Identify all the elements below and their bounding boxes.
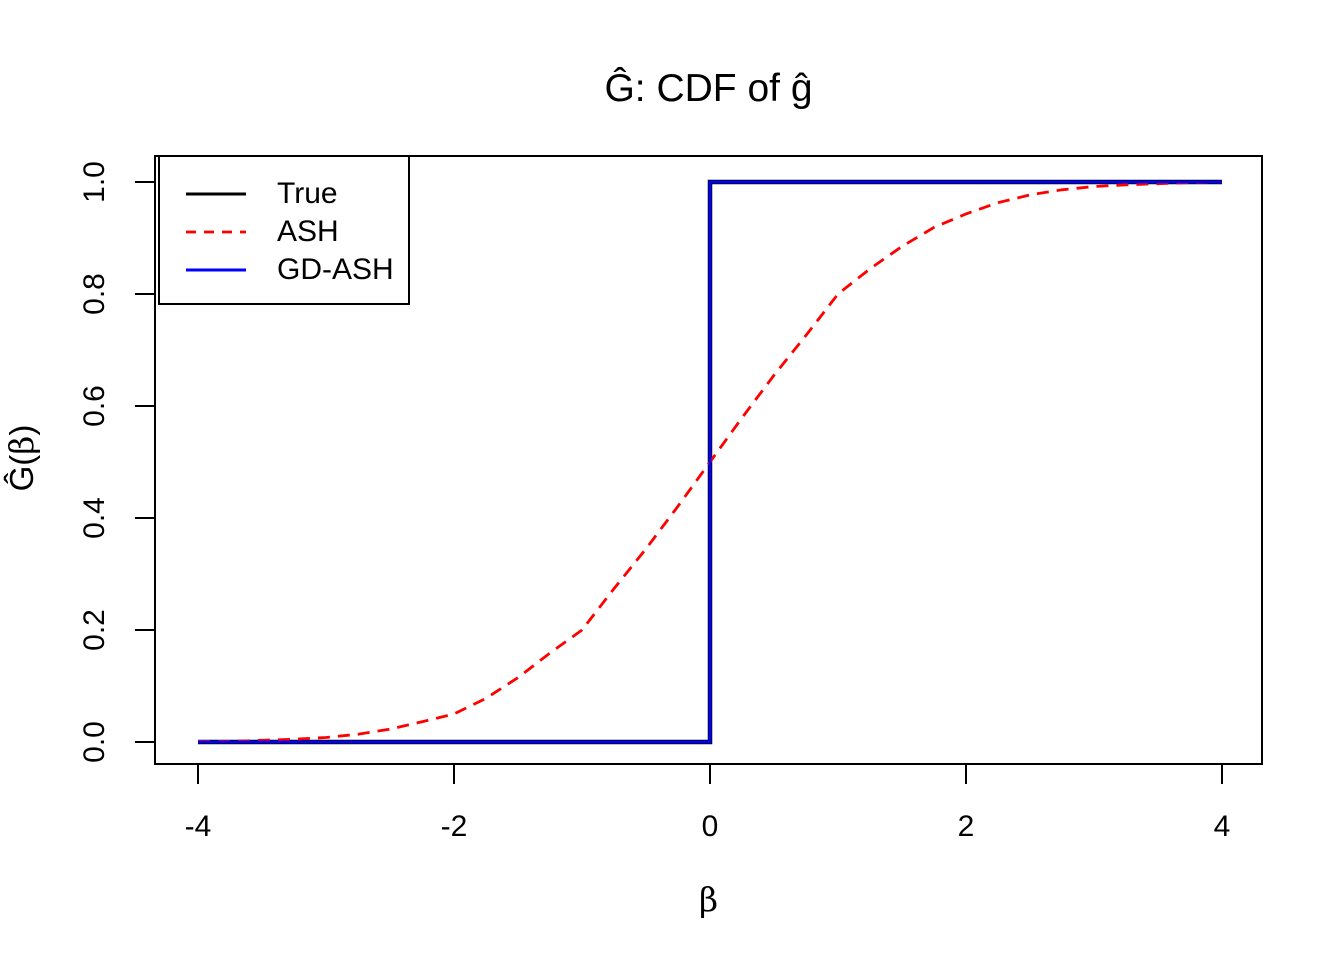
legend-entry-true: True [160, 175, 408, 213]
legend-entry-gd-ash: GD-ASH [160, 251, 408, 289]
y-tick-label: 0.6 [78, 385, 111, 427]
y-tick-label: 0.0 [78, 721, 111, 763]
x-tick-label: 2 [958, 810, 975, 843]
y-tick-label: 0.8 [78, 273, 111, 315]
legend-label: GD-ASH [277, 253, 394, 286]
legend-label: True [277, 177, 338, 210]
legend-label: ASH [277, 215, 339, 248]
y-tick-label: 0.4 [78, 497, 111, 539]
legend-entry-ash: ASH [160, 213, 408, 251]
series-gd-ash [198, 180, 1222, 744]
x-axis-label: β [698, 880, 719, 919]
y-tick-label: 1.0 [78, 161, 111, 203]
y-tick-label: 0.2 [78, 609, 111, 651]
legend-line-ash [186, 230, 246, 234]
x-tick-label: 4 [1214, 810, 1231, 843]
legend-line-gd-ash [186, 268, 246, 272]
x-tick-label: -2 [441, 810, 468, 843]
x-tick-label: 0 [702, 810, 719, 843]
plot-border [154, 155, 1263, 765]
x-tick-label: -4 [185, 810, 212, 843]
y-axis-label: Ĝ(β) [2, 424, 41, 492]
chart-title: Ĝ: CDF of ĝ [604, 67, 813, 110]
legend-line-true [186, 192, 246, 196]
legend: True ASH GD-ASH [158, 155, 410, 305]
